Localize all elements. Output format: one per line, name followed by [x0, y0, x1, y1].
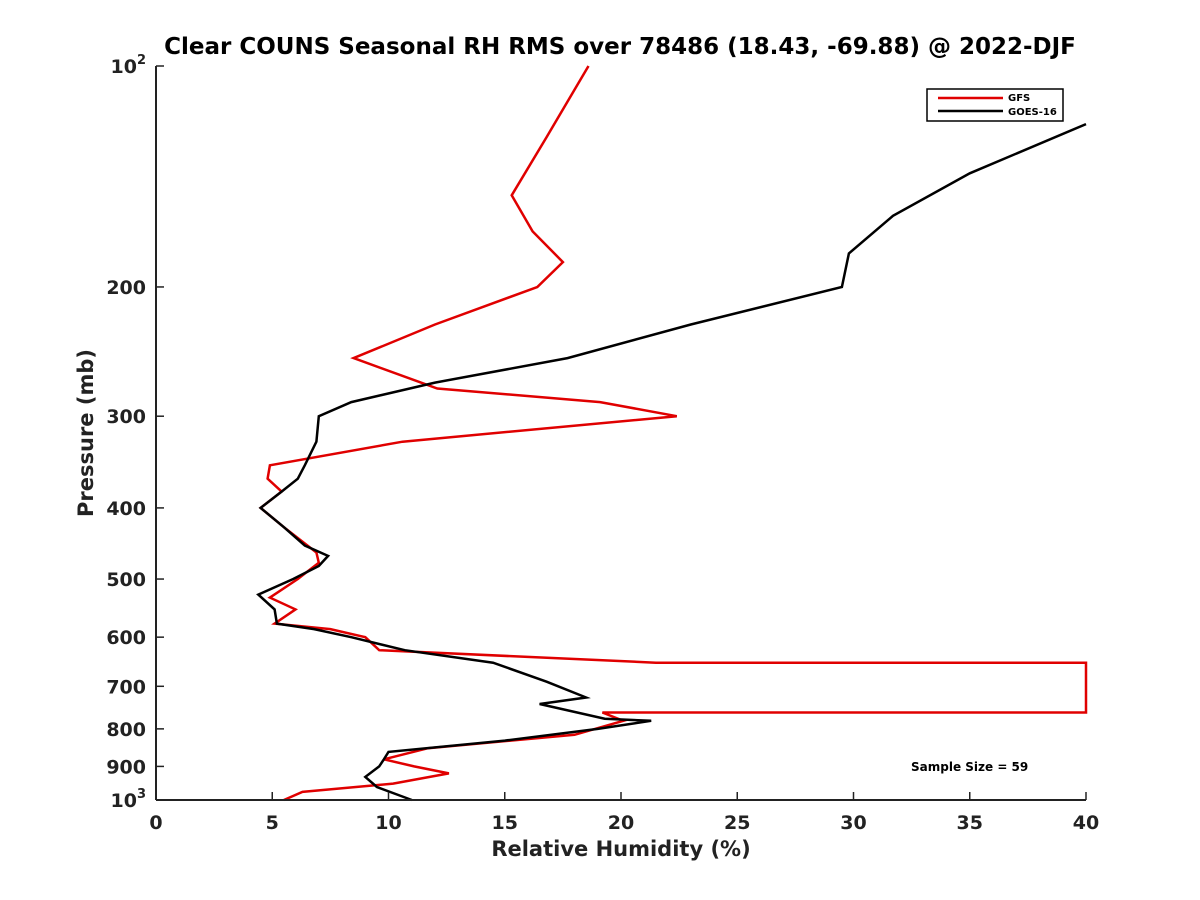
x-tick-label: 25 [724, 812, 750, 834]
x-tick-label: 15 [492, 812, 518, 834]
y-tick-label: 700 [106, 676, 146, 698]
x-tick-label: 10 [375, 812, 401, 834]
x-axis-label: Relative Humidity (%) [491, 837, 750, 861]
y-tick-label: 600 [106, 627, 146, 649]
x-tick-label: 40 [1073, 812, 1099, 834]
series-line-goes16 [256, 122, 1087, 802]
x-axis-ticks: 0 5 10 15 20 25 30 35 40 [149, 792, 1099, 834]
series-layer [256, 65, 1088, 802]
y-tick-label: 500 [106, 569, 146, 591]
x-tick-label: 35 [957, 812, 983, 834]
plot-area [156, 66, 1086, 800]
y-axis-ticks: 102 200 300 400 500 600 700 800 900 103 [106, 53, 164, 812]
y-tick-label: 102 [111, 53, 147, 78]
y-tick-label: 900 [106, 756, 146, 778]
legend-label-goes16: GOES-16 [1008, 107, 1057, 118]
x-tick-label: 30 [840, 812, 866, 834]
y-tick-label: 103 [111, 787, 147, 812]
legend-label-gfs: GFS [1008, 93, 1030, 104]
legend: GFS GOES-16 [926, 88, 1064, 122]
y-tick-label: 400 [106, 498, 146, 520]
chart-title: Clear COUNS Seasonal RH RMS over 78486 (… [164, 34, 1076, 60]
x-tick-label: 0 [149, 812, 162, 834]
sample-size-annotation: Sample Size = 59 [911, 760, 1028, 774]
x-tick-label: 5 [266, 812, 279, 834]
y-axis-label: Pressure (mb) [74, 349, 98, 517]
y-tick-label: 300 [106, 406, 146, 428]
x-tick-label: 20 [608, 812, 634, 834]
legend-box [926, 88, 1064, 122]
y-tick-label: 800 [106, 719, 146, 741]
y-tick-label: 200 [106, 277, 146, 299]
